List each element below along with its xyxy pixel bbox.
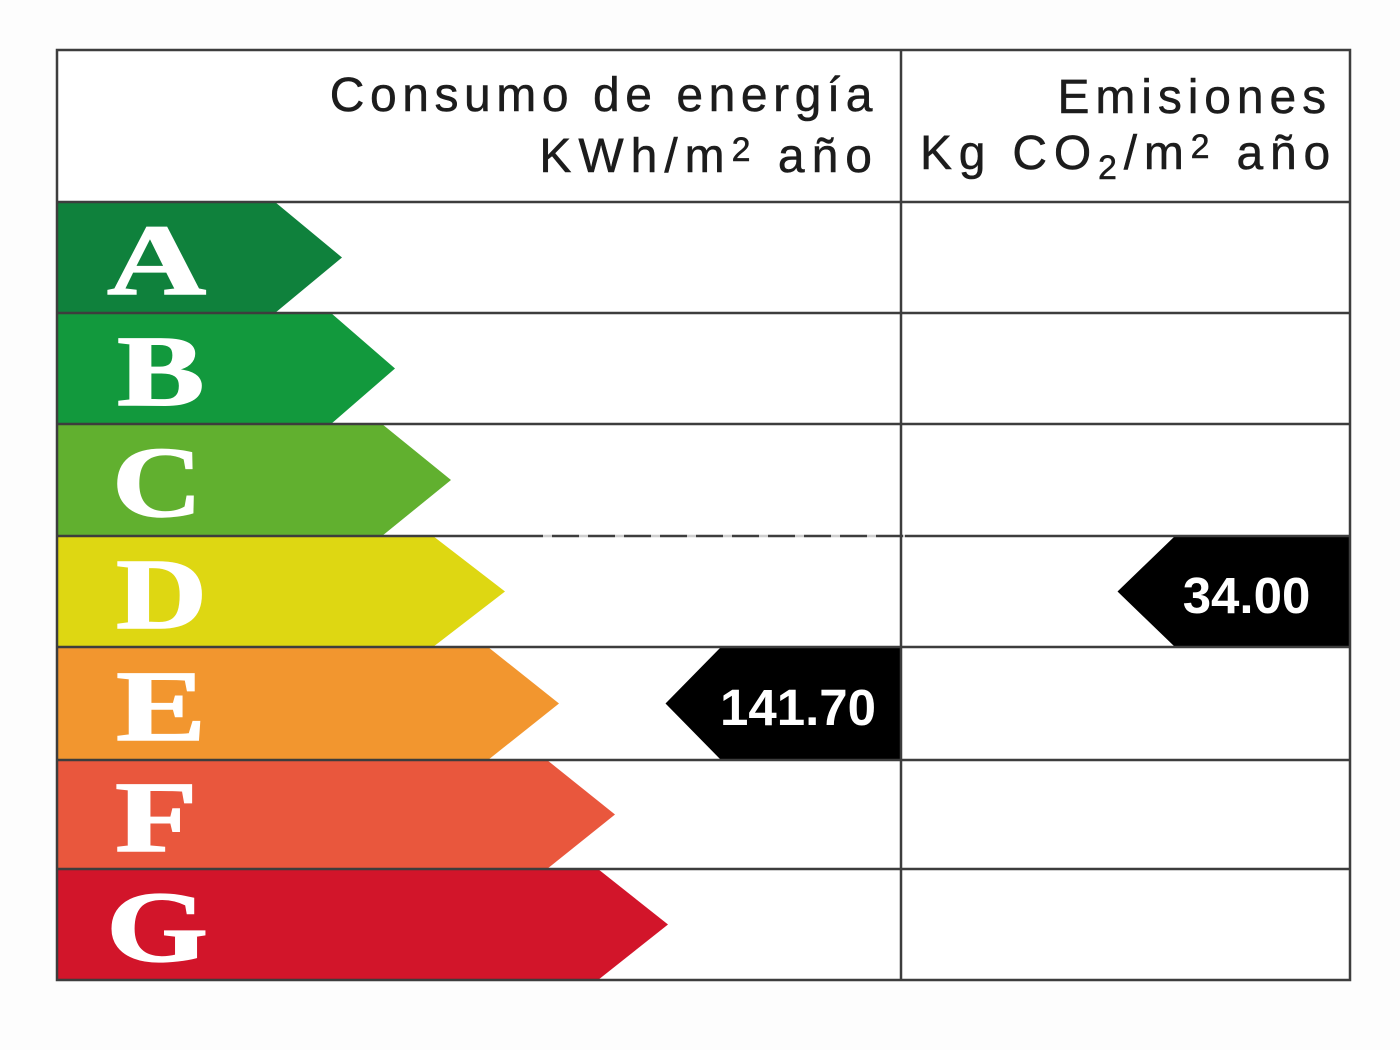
svg-text:Kg CO2/m2 año: Kg CO2/m2 año — [920, 127, 1337, 187]
svg-text:F: F — [115, 761, 198, 873]
svg-text:C: C — [112, 426, 202, 538]
svg-text:141.70: 141.70 — [720, 679, 876, 736]
svg-text:KWh/m2 año: KWh/m2 año — [539, 130, 879, 183]
svg-text:D: D — [116, 538, 207, 650]
svg-text:G: G — [106, 872, 208, 983]
svg-text:B: B — [117, 316, 205, 427]
svg-text:E: E — [116, 650, 206, 762]
svg-text:A: A — [107, 205, 206, 316]
svg-text:Consumo de energía: Consumo de energía — [330, 69, 878, 122]
svg-text:34.00: 34.00 — [1183, 567, 1311, 624]
svg-text:Emisiones: Emisiones — [1057, 71, 1332, 124]
